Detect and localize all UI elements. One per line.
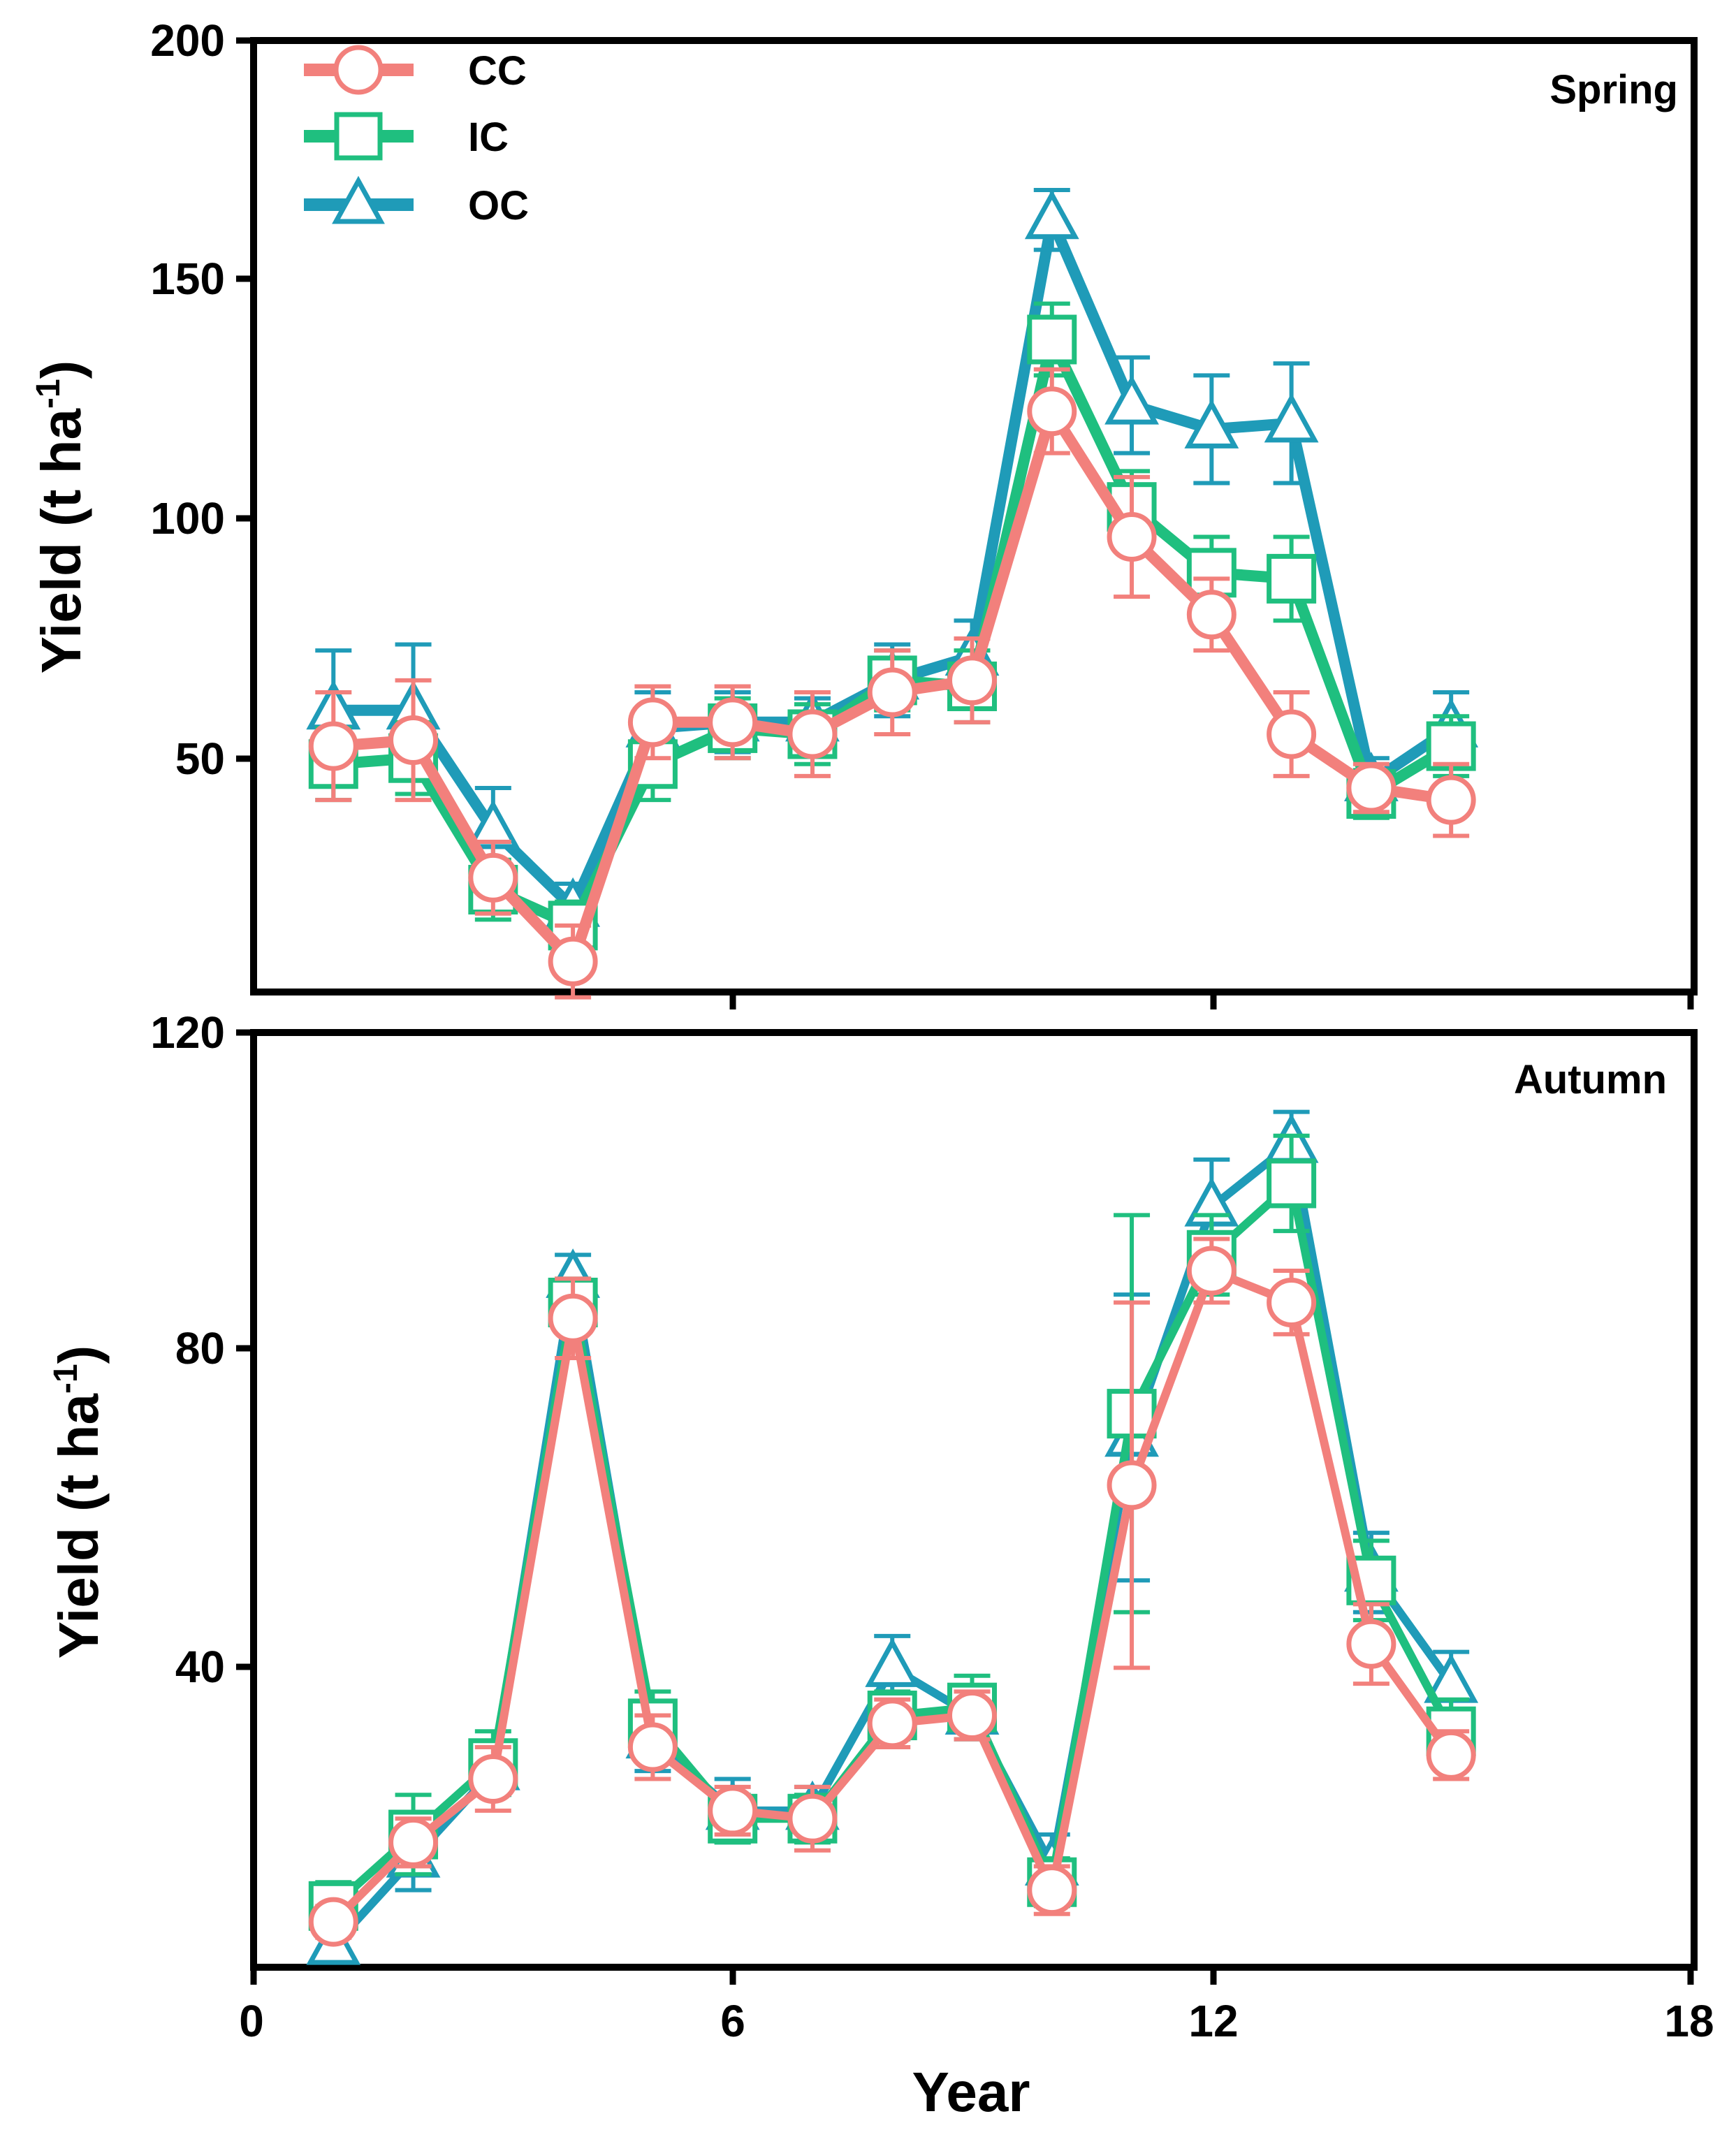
autumn-plot-frame	[250, 1029, 1698, 1971]
spring-point-oc	[1024, 189, 1079, 240]
spring-x-ticks	[729, 992, 1694, 1009]
autumn-point-cc	[867, 1698, 917, 1749]
spring-series-group	[306, 188, 1479, 1000]
spring-point-cc	[867, 667, 917, 717]
spring-point-cc	[787, 709, 838, 759]
autumn-point-cc	[308, 1897, 358, 1947]
autumn-x-axis: 0 6 12 18	[239, 1967, 1714, 2046]
spring-point-cc	[1107, 511, 1157, 562]
spring-point-cc	[708, 697, 758, 747]
autumn-point-cc	[1186, 1246, 1237, 1296]
x-axis-title: Year	[912, 2061, 1030, 2123]
autumn-xtick-label: 0	[239, 1996, 264, 2046]
autumn-point-ic	[1267, 1158, 1317, 1209]
spring-point-oc	[1264, 393, 1319, 443]
spring-point-ic	[1426, 721, 1476, 771]
spring-ytick-label: 200	[150, 15, 225, 66]
spring-point-ic	[1027, 314, 1077, 365]
spring-point-ic	[1267, 553, 1317, 604]
autumn-point-cc	[787, 1793, 838, 1844]
autumn-ylabel-main: Yield (t ha	[48, 1394, 110, 1659]
spring-point-cc	[1267, 709, 1317, 759]
spring-point-cc	[1186, 590, 1237, 640]
autumn-point-cc	[1426, 1730, 1476, 1780]
autumn-point-cc	[468, 1753, 518, 1804]
legend-item-oc: OC	[304, 175, 529, 228]
spring-point-cc	[548, 936, 598, 986]
autumn-point-oc	[865, 1638, 920, 1687]
autumn-ylabel-close: )	[48, 1345, 110, 1364]
spring-point-cc	[308, 721, 358, 771]
autumn-point-cc	[1107, 1460, 1157, 1510]
autumn-point-ic	[1346, 1555, 1396, 1605]
spring-ylabel-main: Yield (t ha	[30, 409, 92, 674]
autumn-point-cc	[1267, 1277, 1317, 1327]
spring-point-cc	[627, 697, 678, 747]
spring-point-oc	[1184, 399, 1239, 448]
autumn-series-group	[306, 1109, 1479, 1965]
autumn-y-axis-title: Yield (t ha-1)	[48, 1345, 110, 1659]
legend-label-ic: IC	[468, 115, 509, 160]
spring-panel-label: Spring	[1549, 67, 1678, 112]
spring-y-axis: 50 100 150 200	[150, 15, 254, 784]
spring-ytick-label: 100	[150, 493, 225, 544]
legend: CC IC OC	[304, 45, 529, 228]
autumn-series-cc	[308, 1237, 1476, 1947]
spring-point-cc	[1027, 386, 1077, 437]
spring-ytick-label: 50	[175, 734, 225, 784]
autumn-point-cc	[388, 1817, 439, 1867]
autumn-line-oc	[330, 1139, 1455, 1949]
autumn-xtick-label: 6	[720, 1996, 745, 2046]
autumn-y-axis: 40 80 120	[150, 1007, 254, 1692]
legend-label-cc: CC	[468, 48, 527, 94]
spring-point-cc	[388, 715, 439, 766]
autumn-line-cc	[330, 1267, 1455, 1925]
autumn-point-cc	[1027, 1865, 1077, 1916]
autumn-point-cc	[627, 1722, 678, 1772]
autumn-ytick-label: 80	[175, 1323, 225, 1373]
spring-point-cc	[1426, 775, 1476, 825]
autumn-point-cc	[947, 1691, 997, 1741]
autumn-ytick-label: 40	[175, 1642, 225, 1692]
autumn-panel-label: Autumn	[1514, 1057, 1667, 1102]
spring-ytick-label: 150	[150, 254, 225, 304]
spring-point-cc	[947, 655, 997, 706]
autumn-xtick-label: 12	[1188, 1996, 1238, 2046]
spring-series-cc	[308, 367, 1476, 1000]
autumn-point-cc	[1346, 1619, 1396, 1669]
legend-item-cc: CC	[304, 45, 527, 95]
legend-label-oc: OC	[468, 183, 529, 228]
autumn-ytick-label: 120	[150, 1007, 225, 1058]
spring-point-oc	[1104, 374, 1159, 425]
spring-point-cc	[468, 852, 518, 903]
spring-ylabel-close: )	[30, 360, 92, 379]
autumn-xtick-label: 18	[1664, 1996, 1714, 2046]
spring-y-axis-title: Yield (t ha-1)	[30, 360, 92, 674]
legend-marker-cc	[333, 45, 384, 95]
spring-series-ic	[308, 301, 1476, 952]
legend-item-ic: IC	[304, 112, 509, 161]
spring-ylabel-sup: -1	[30, 379, 67, 409]
autumn-ylabel-sup: -1	[48, 1364, 85, 1394]
autumn-point-cc	[708, 1786, 758, 1836]
legend-marker-oc	[332, 175, 385, 224]
autumn-point-cc	[548, 1293, 598, 1343]
spring-point-cc	[1346, 763, 1396, 813]
legend-marker-ic	[334, 112, 383, 161]
